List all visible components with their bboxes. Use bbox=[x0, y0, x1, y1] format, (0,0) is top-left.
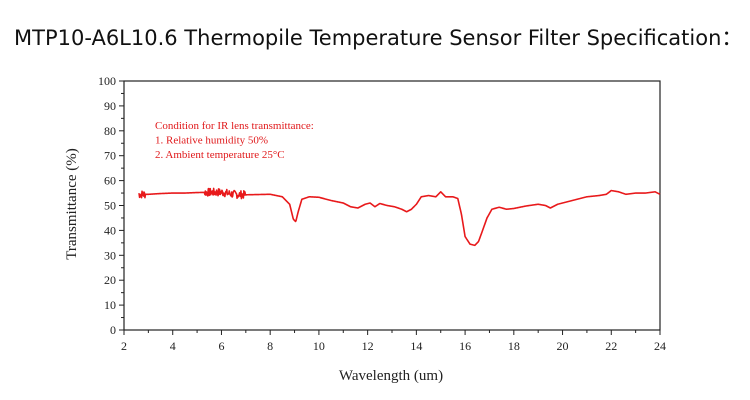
x-tick-label: 10 bbox=[313, 339, 325, 353]
x-axis-ticks: 2 4 6 8 10 12 14 16 18 20 22 24 bbox=[121, 330, 666, 353]
annotation-line: 2. Ambient temperature 25°C bbox=[155, 149, 285, 161]
plot-border bbox=[123, 80, 661, 331]
x-tick-label: 22 bbox=[605, 339, 617, 353]
x-tick-label: 12 bbox=[362, 339, 374, 353]
y-axis-label: Transmittance (%) bbox=[64, 148, 80, 260]
x-tick-label: 18 bbox=[508, 339, 520, 353]
annotation-line: 1. Relative humidity 50% bbox=[155, 135, 268, 147]
x-tick-label: 20 bbox=[557, 339, 569, 353]
x-tick-label: 24 bbox=[654, 339, 666, 353]
x-tick-label: 16 bbox=[459, 339, 471, 353]
series-layer bbox=[138, 187, 661, 247]
y-tick-label: 30 bbox=[104, 248, 116, 262]
y-tick-label: 20 bbox=[104, 273, 116, 287]
annotation-line: Condition for IR lens transmittance: bbox=[155, 120, 314, 132]
y-tick-label: 0 bbox=[110, 323, 116, 337]
page-title: MTP10-A6L10.6 Thermopile Temperature Sen… bbox=[14, 26, 743, 50]
y-tick-label: 10 bbox=[104, 298, 116, 312]
y-tick-label: 90 bbox=[104, 99, 116, 113]
x-tick-label: 2 bbox=[121, 339, 127, 353]
plot-frame bbox=[123, 80, 661, 331]
y-axis-ticks: 0 10 20 30 40 50 60 70 80 90 100 bbox=[98, 74, 124, 337]
x-tick-label: 8 bbox=[267, 339, 273, 353]
y-tick-label: 80 bbox=[104, 124, 116, 138]
y-tick-label: 100 bbox=[98, 74, 116, 88]
x-axis-label: Wavelength (um) bbox=[339, 368, 443, 384]
y-tick-label: 50 bbox=[104, 199, 116, 213]
x-tick-label: 4 bbox=[170, 339, 176, 353]
y-tick-label: 60 bbox=[104, 174, 116, 188]
condition-annotation: Condition for IR lens transmittance: 1. R… bbox=[155, 120, 314, 161]
x-tick-label: 14 bbox=[410, 339, 422, 353]
y-tick-label: 70 bbox=[104, 149, 116, 163]
y-tick-label: 40 bbox=[104, 223, 116, 237]
x-tick-label: 6 bbox=[218, 339, 224, 353]
transmittance-line bbox=[138, 187, 661, 247]
